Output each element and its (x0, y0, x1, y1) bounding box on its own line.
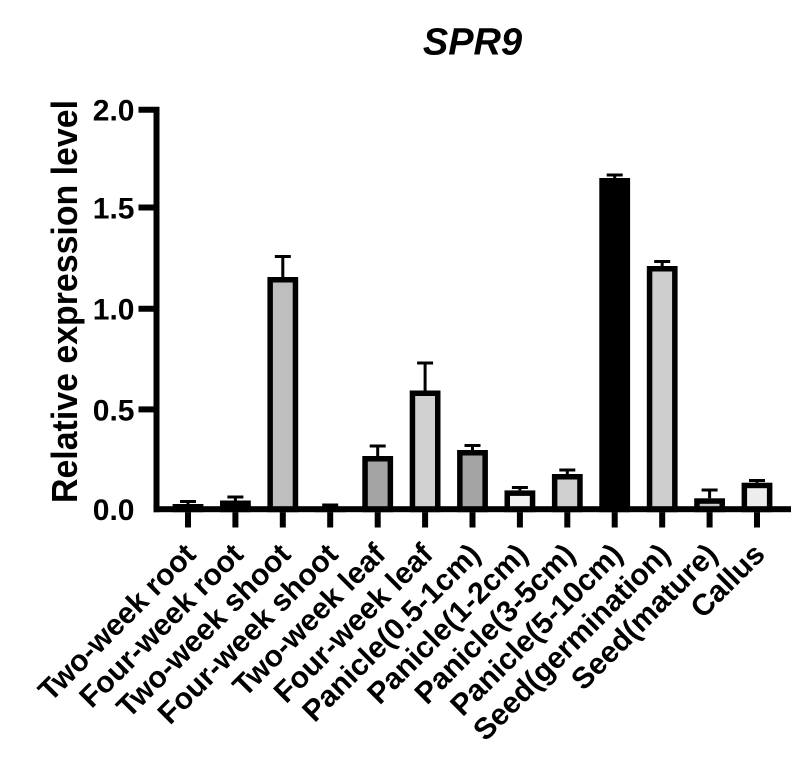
svg-text:1.0: 1.0 (93, 294, 135, 327)
svg-text:2.0: 2.0 (93, 95, 135, 128)
svg-text:0.0: 0.0 (93, 494, 135, 527)
svg-text:SPR9: SPR9 (423, 22, 522, 64)
svg-text:1.5: 1.5 (93, 193, 135, 226)
svg-text:Relative expression level: Relative expression level (44, 100, 85, 503)
svg-text:0.5: 0.5 (93, 394, 135, 427)
